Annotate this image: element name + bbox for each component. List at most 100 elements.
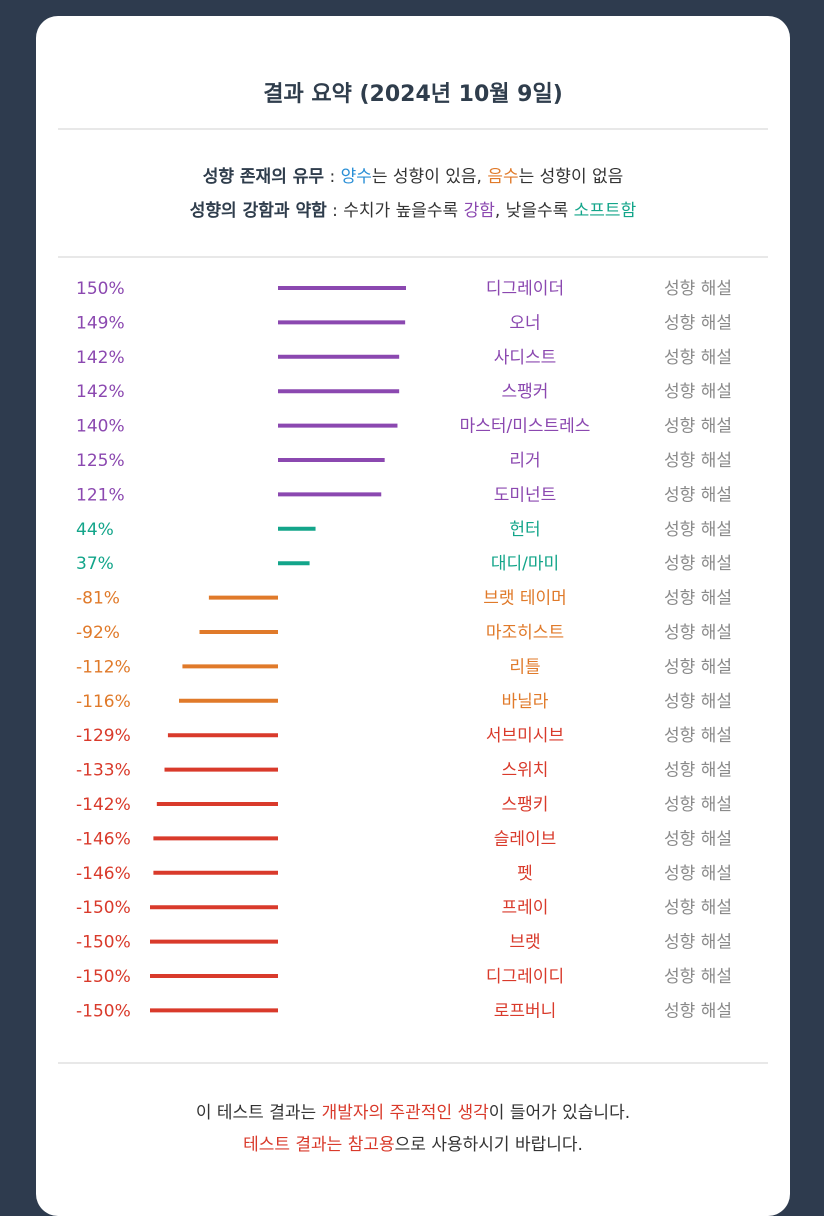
value-label: 121% bbox=[76, 485, 125, 505]
explain-link[interactable]: 성향 해설 bbox=[664, 829, 732, 849]
value-label: 125% bbox=[76, 451, 125, 471]
value-label: 37% bbox=[76, 554, 114, 574]
chart-row: -150% 프레이 성향 해설 bbox=[76, 898, 732, 918]
category-label: 마조히스트 bbox=[486, 623, 564, 643]
category-label: 프레이 bbox=[502, 898, 549, 918]
explain-link[interactable]: 성향 해설 bbox=[664, 382, 732, 402]
category-label: 사디스트 bbox=[494, 348, 557, 368]
legend-strong-word: 강함 bbox=[463, 201, 495, 221]
value-label: -116% bbox=[76, 692, 131, 712]
value-label: 142% bbox=[76, 382, 125, 402]
category-label: 대디/마미 bbox=[491, 554, 559, 574]
category-label: 브랫 테이머 bbox=[483, 589, 567, 609]
value-label: -150% bbox=[76, 898, 131, 918]
category-label: 스팽키 bbox=[502, 795, 549, 815]
explain-link[interactable]: 성향 해설 bbox=[664, 589, 732, 609]
value-label: -92% bbox=[76, 623, 120, 643]
category-label: 도미넌트 bbox=[494, 485, 557, 505]
explain-link[interactable]: 성향 해설 bbox=[664, 554, 732, 574]
explain-link[interactable]: 성향 해설 bbox=[664, 692, 732, 712]
category-label: 리틀 bbox=[509, 657, 540, 677]
footer-text-1b: 개발자의 주관적인 생각 bbox=[321, 1103, 489, 1123]
category-label: 서브미시브 bbox=[486, 726, 564, 746]
chart-row: -146% 슬레이브 성향 해설 bbox=[76, 829, 732, 849]
category-label: 브랫 bbox=[509, 933, 540, 953]
explain-link[interactable]: 성향 해설 bbox=[664, 313, 732, 333]
footer-text-1c: 이 들어가 있습니다. bbox=[488, 1103, 631, 1123]
footer-text-1a: 이 테스트 결과는 bbox=[195, 1103, 322, 1123]
legend-sep-1: : bbox=[324, 167, 341, 187]
chart-row: -116% 바닐라 성향 해설 bbox=[76, 692, 732, 712]
chart-row: 150% 디그레이더 성향 해설 bbox=[76, 279, 732, 299]
category-label: 스팽커 bbox=[502, 382, 549, 402]
category-label: 리거 bbox=[509, 451, 540, 471]
chart-row: 125% 리거 성향 해설 bbox=[76, 451, 732, 471]
explain-link[interactable]: 성향 해설 bbox=[664, 657, 732, 677]
explain-link[interactable]: 성향 해설 bbox=[664, 348, 732, 368]
explain-link[interactable]: 성향 해설 bbox=[664, 898, 732, 918]
chart-row: -150% 브랫 성향 해설 bbox=[76, 933, 732, 953]
category-label: 바닐라 bbox=[502, 692, 549, 712]
chart-row: 37% 대디/마미 성향 해설 bbox=[76, 554, 732, 574]
value-label: 150% bbox=[76, 279, 125, 299]
value-label: -142% bbox=[76, 795, 131, 815]
value-label: -150% bbox=[76, 967, 131, 987]
chart-row: 149% 오너 성향 해설 bbox=[76, 313, 732, 333]
category-label: 스위치 bbox=[502, 761, 549, 781]
value-label: -129% bbox=[76, 726, 131, 746]
category-label: 펫 bbox=[517, 864, 533, 884]
explain-link[interactable]: 성향 해설 bbox=[664, 417, 732, 437]
legend-sep-2: : bbox=[326, 201, 344, 221]
value-label: 142% bbox=[76, 348, 125, 368]
explain-link[interactable]: 성향 해설 bbox=[664, 1001, 732, 1021]
legend-strength-text-1: 수치가 높을수록 bbox=[343, 201, 464, 221]
explain-link[interactable]: 성향 해설 bbox=[664, 451, 732, 471]
divider-bottom bbox=[58, 1062, 768, 1064]
footer-line-2: 테스트 결과는 참고용으로 사용하시기 바랍니다. bbox=[36, 1130, 790, 1155]
chart-row: -150% 로프버니 성향 해설 bbox=[76, 1001, 732, 1021]
value-label: 149% bbox=[76, 313, 125, 333]
explain-link[interactable]: 성향 해설 bbox=[664, 761, 732, 781]
explain-link[interactable]: 성향 해설 bbox=[664, 623, 732, 643]
chart-row: 44% 헌터 성향 해설 bbox=[76, 520, 732, 540]
category-label: 로프버니 bbox=[494, 1001, 557, 1021]
value-label: 140% bbox=[76, 417, 125, 437]
legend-line-2: 성향의 강함과 약함 : 수치가 높을수록 강함, 낮을수록 소프트함 bbox=[36, 196, 790, 221]
category-label: 오너 bbox=[509, 313, 540, 333]
explain-link[interactable]: 성향 해설 bbox=[664, 520, 732, 540]
chart-row: 142% 스팽커 성향 해설 bbox=[76, 382, 732, 402]
chart-row: -133% 스위치 성향 해설 bbox=[76, 761, 732, 781]
legend-positive-text: 는 성향이 있음, bbox=[371, 167, 488, 187]
category-label: 슬레이브 bbox=[494, 829, 557, 849]
explain-link[interactable]: 성향 해설 bbox=[664, 795, 732, 815]
chart-row: 140% 마스터/미스트레스 성향 해설 bbox=[76, 417, 732, 437]
explain-link[interactable]: 성향 해설 bbox=[664, 279, 732, 299]
value-label: 44% bbox=[76, 520, 114, 540]
chart-row: -112% 리틀 성향 해설 bbox=[76, 657, 732, 677]
legend-line-1: 성향 존재의 유무 : 양수는 성향이 있음, 음수는 성향이 없음 bbox=[36, 162, 790, 187]
explain-link[interactable]: 성향 해설 bbox=[664, 726, 732, 746]
legend-strength-text-2: , 낮을수록 bbox=[494, 201, 574, 221]
explain-link[interactable]: 성향 해설 bbox=[664, 864, 732, 884]
legend-strength-label: 성향의 강함과 약함 bbox=[189, 201, 327, 221]
footer-line-1: 이 테스트 결과는 개발자의 주관적인 생각이 들어가 있습니다. bbox=[36, 1098, 790, 1123]
legend-soft-word: 소프트함 bbox=[573, 201, 637, 221]
page-title: 결과 요약 (2024년 10월 9일) bbox=[263, 82, 563, 107]
chart-row: -81% 브랫 테이머 성향 해설 bbox=[76, 589, 732, 609]
value-label: -150% bbox=[76, 933, 131, 953]
legend-negative-word: 음수 bbox=[487, 167, 519, 187]
explain-link[interactable]: 성향 해설 bbox=[664, 485, 732, 505]
category-label: 디그레이더 bbox=[486, 279, 564, 299]
value-label: -81% bbox=[76, 589, 120, 609]
chart-row: 142% 사디스트 성향 해설 bbox=[76, 348, 732, 368]
category-label: 헌터 bbox=[509, 520, 540, 540]
chart-row: -142% 스팽키 성향 해설 bbox=[76, 795, 732, 815]
value-label: -146% bbox=[76, 864, 131, 884]
chart-row: -92% 마조히스트 성향 해설 bbox=[76, 623, 732, 643]
legend-existence-label: 성향 존재의 유무 bbox=[202, 167, 325, 187]
explain-link[interactable]: 성향 해설 bbox=[664, 967, 732, 987]
explain-link[interactable]: 성향 해설 bbox=[664, 933, 732, 953]
footer-text-2b: 으로 사용하시기 바랍니다. bbox=[394, 1135, 583, 1155]
legend-negative-text: 는 성향이 없음 bbox=[518, 167, 624, 187]
